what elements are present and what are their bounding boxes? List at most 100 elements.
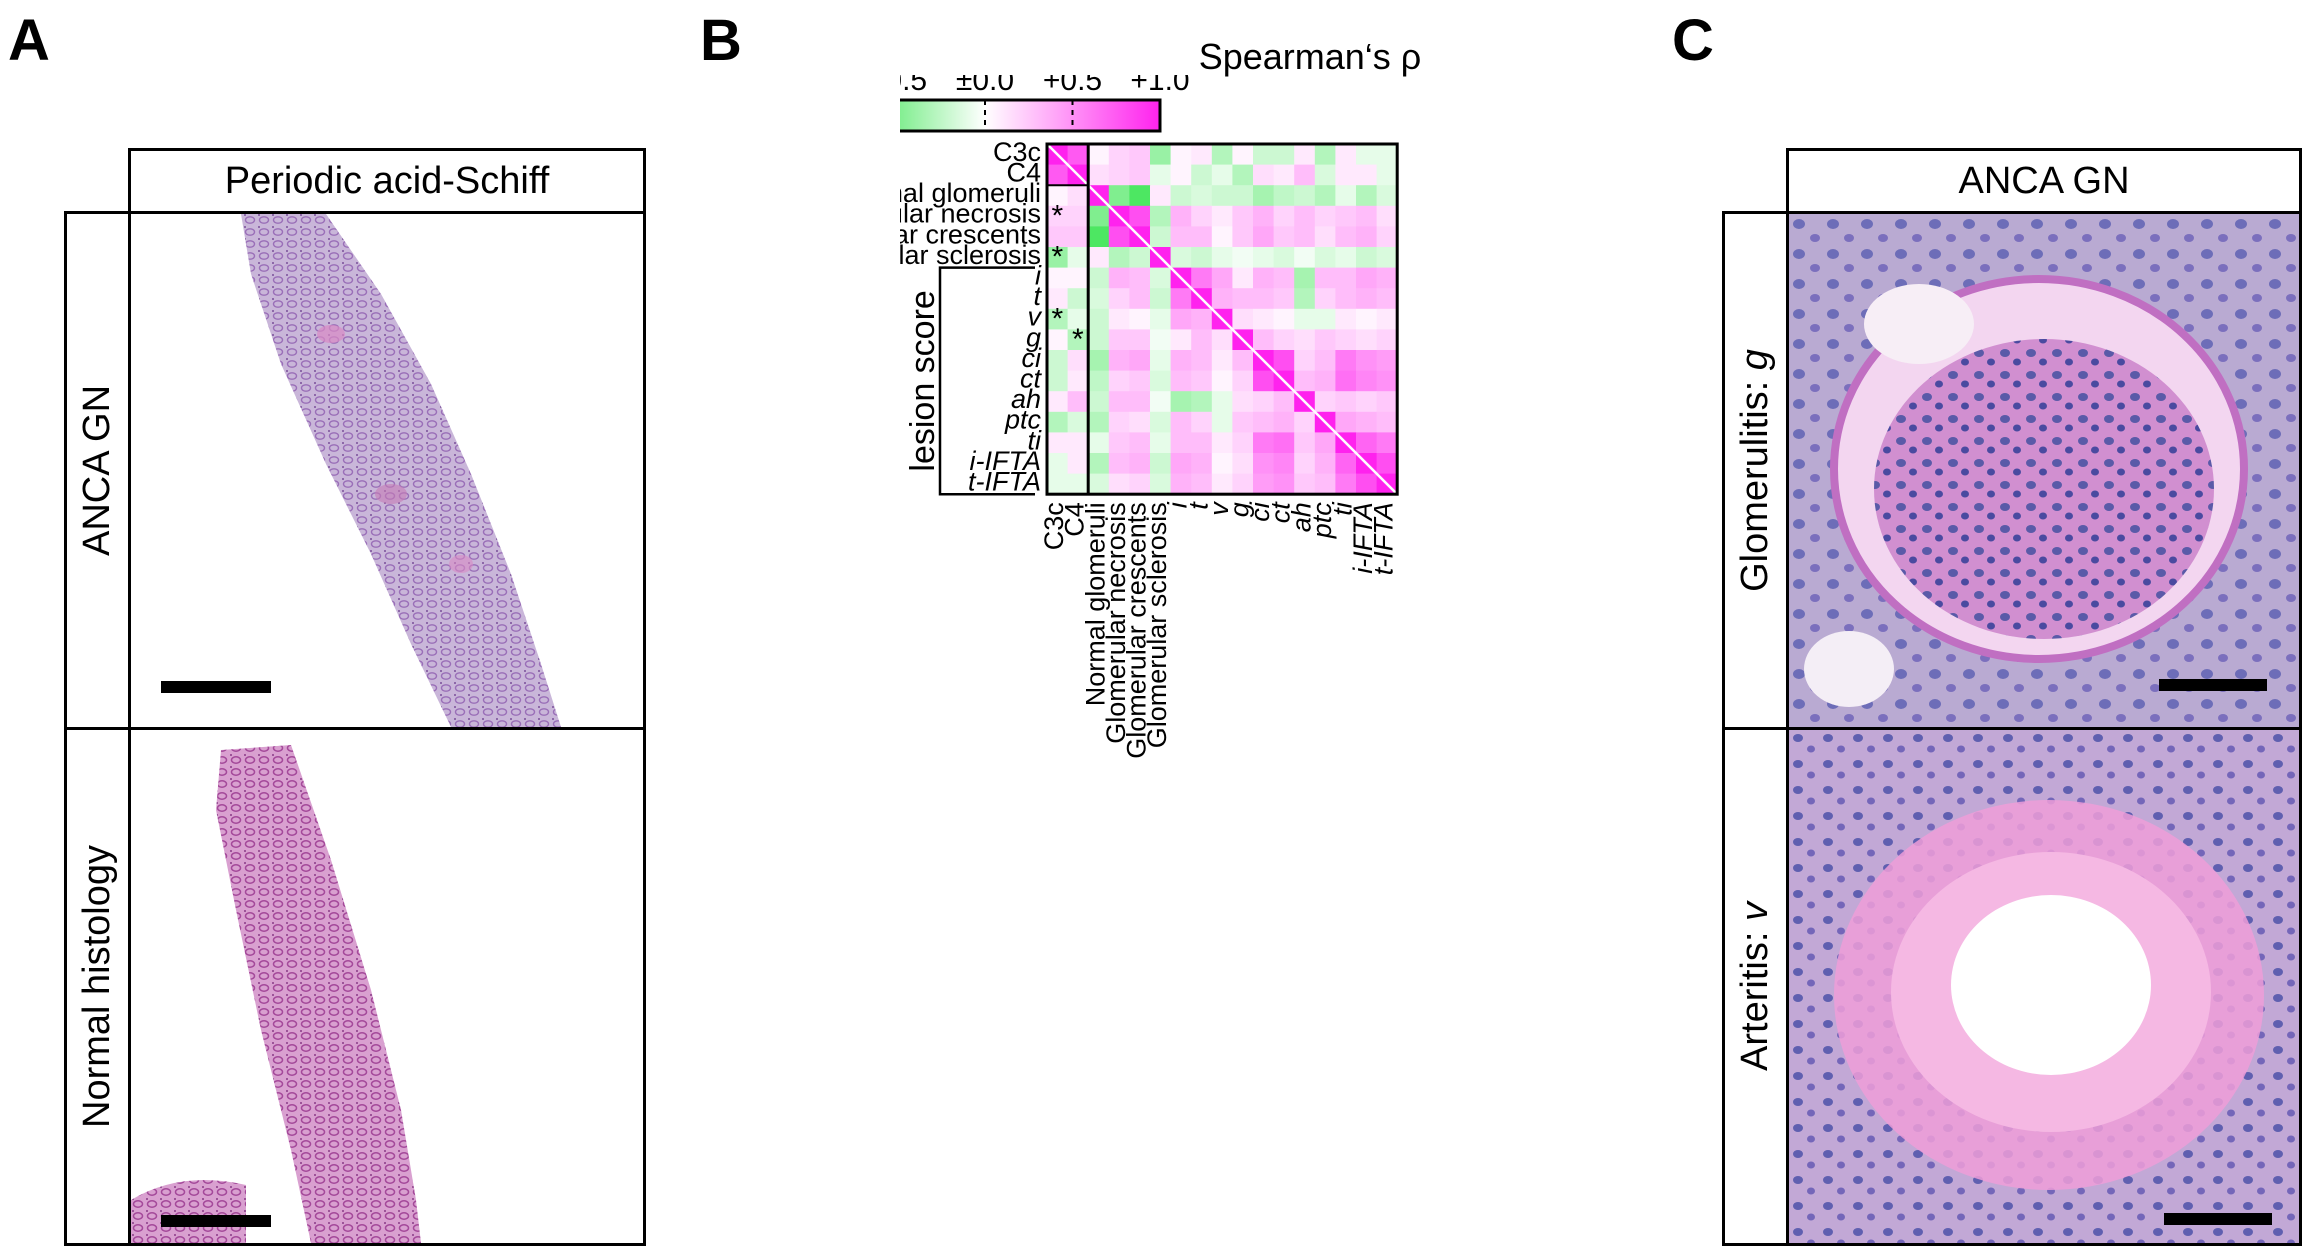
heatmap-cell [1170,370,1192,392]
heatmap-cell [1047,267,1068,289]
column-label: Normal glomeruli [1080,502,1110,706]
heatmap-cell [1088,267,1110,289]
column-label: ct [1266,501,1296,524]
heatmap-cell [1150,350,1171,371]
heatmap-cell [1314,432,1336,454]
heatmap-cell [1211,205,1233,227]
heatmap-cell [1376,350,1398,371]
heatmap-cell [1294,308,1316,330]
heatmap-cell [1335,411,1357,433]
heatmap-cell [1150,164,1171,186]
panel-a-row-label-normal: Normal histology [64,727,131,1246]
heatmap-cell [1294,473,1316,495]
column-label: C4 [1060,502,1090,537]
heatmap-cell [1088,288,1110,310]
heatmap-cell [1211,432,1233,454]
heatmap-cell [1211,370,1233,392]
heatmap-cell [1335,267,1357,289]
panel-c-row-label-arteritis: Arteritis: v [1722,727,1789,1246]
row-label: i [1035,260,1042,290]
heatmap-cell [1376,411,1398,433]
heatmap-cell [1067,144,1089,165]
heatmap-cell [1356,267,1377,289]
anca-biopsy-image [241,214,561,727]
heatmap-cell [1108,453,1130,474]
heatmap-cell [1108,370,1130,392]
heatmap-cell [1211,473,1233,495]
heatmap-cell [1376,329,1398,351]
heatmap-cell [1191,205,1213,227]
heatmap-cell [1067,453,1089,474]
row-label: ti [1028,425,1043,455]
row-label: Glomerular sclerosis [900,240,1041,270]
heatmap-cell [1088,473,1110,495]
heatmap-cell [1232,350,1254,371]
heatmap-cell [1356,144,1377,165]
heatmap-cell [1211,226,1233,248]
heatmap-cell [1335,288,1357,310]
heatmap-cell [1191,247,1213,268]
heatmap-cell [1314,350,1336,371]
heatmap-cell [1335,391,1357,413]
heatmap-cell [1150,473,1171,495]
row-label: ptc [1004,405,1042,435]
heatmap-cell [1335,226,1357,248]
heatmap-cell [1047,329,1068,351]
heatmap-cell [1170,247,1192,268]
heatmap-cell [1191,391,1213,413]
heatmap-cell [1211,144,1233,165]
heatmap-cell [1335,247,1357,268]
heatmap-cell [1191,267,1213,289]
heatmap-cell [1376,247,1398,268]
heatmap-cell [1047,350,1068,371]
heatmap-cell [1314,185,1336,207]
heatmap-cell [1211,185,1233,207]
column-label: ci [1245,501,1275,522]
row-label: ah [1011,384,1041,414]
row-label: Normal glomeruli [900,178,1041,208]
heatmap-cell [1294,185,1316,207]
heatmap-cell [1232,288,1254,310]
glomerulus-image [1789,214,2299,727]
heatmap-cell [1150,288,1171,310]
heatmap-cell [1191,329,1213,351]
heatmap-cell [1314,370,1336,392]
heatmap-cell [1294,247,1316,268]
heatmap-cell [1170,350,1192,371]
heatmap-cell [1335,308,1357,330]
heatmap-cell [1108,432,1130,454]
heatmap-cell [1211,288,1233,310]
heatmap-cell [1376,432,1398,454]
heatmap-cell [1294,453,1316,474]
urinary-space [1864,284,1974,364]
heatmap-cell [1067,411,1089,433]
heatmap-cell [1356,391,1377,413]
heatmap-cell [1273,288,1295,310]
row-label: Glomerular necrosis [900,199,1041,229]
row-label: C3c [993,137,1041,167]
heatmap-cell [1170,453,1192,474]
panel-a-row-label-normal-text: Normal histology [76,845,118,1128]
heatmap-cell [1273,453,1295,474]
heatmap-cell [1253,267,1274,289]
heatmap-cell [1335,329,1357,351]
heatmap-cell [1273,144,1295,165]
heatmap-cell [1294,370,1316,392]
heatmap-cell [1356,329,1377,351]
heatmap-cell [1067,473,1089,495]
heatmap-cell [1150,308,1171,330]
heatmap-cell [1150,453,1171,474]
heatmap-cell [1129,329,1151,351]
heatmap-cell [1047,391,1068,413]
scale-bar [2159,679,2267,691]
panel-c-row-label-arteritis-text: Arteritis: v [1734,902,1777,1071]
heatmap-cell [1108,226,1130,248]
heatmap-cell [1314,144,1336,165]
heatmap-cell [1356,370,1377,392]
heatmap-cell [1335,164,1357,186]
heatmap-cell [1376,370,1398,392]
heatmap-cell [1170,288,1192,310]
significance-star: * [1051,302,1063,335]
panel-c-row-label-glomerulitis-text: Glomerulitis: g [1734,349,1777,592]
heatmap-cell [1232,391,1254,413]
